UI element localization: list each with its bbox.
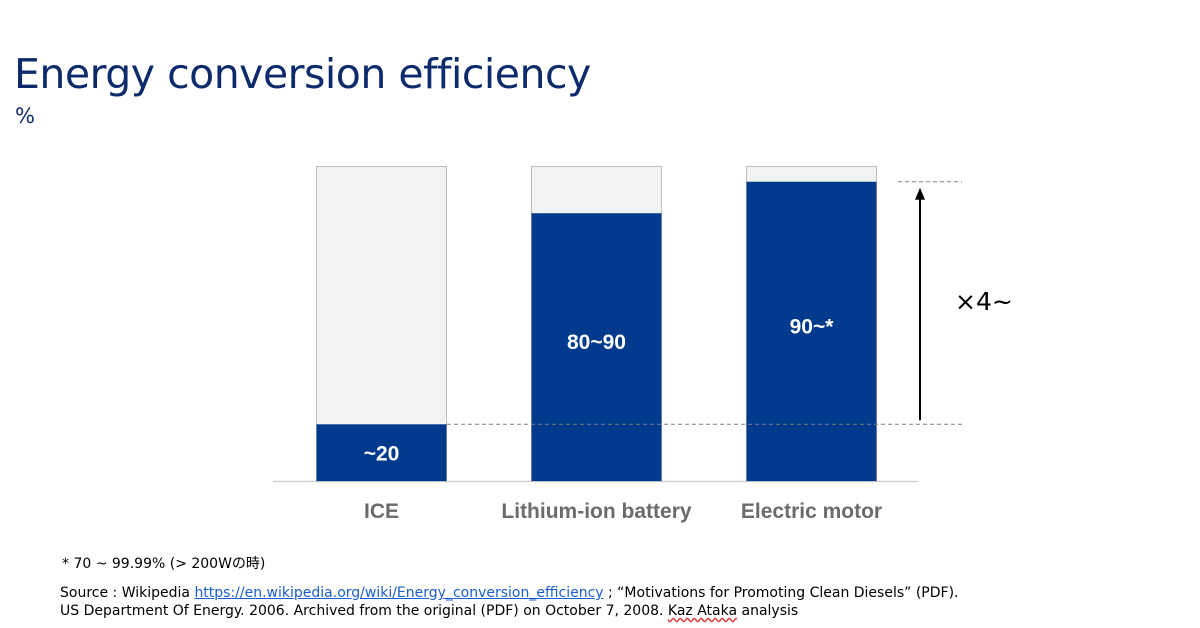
bar-value-label: 80~90 (567, 331, 626, 354)
source-note: Source : Wikipedia https://en.wikipedia.… (60, 584, 959, 620)
source-line-1: Source : Wikipedia https://en.wikipedia.… (60, 584, 959, 602)
source-link[interactable]: https://en.wikipedia.org/wiki/Energy_con… (194, 585, 604, 601)
bar-efficiency (316, 424, 447, 481)
bar-efficiency (746, 181, 877, 481)
unit-label: % (15, 104, 35, 128)
bar-value-label: 90~* (790, 315, 835, 338)
category-label: Electric motor (741, 500, 882, 523)
page-title: Energy conversion efficiency (14, 50, 591, 98)
category-label: Lithium-ion battery (501, 500, 691, 523)
multiplier-annotation: ×4~ (955, 287, 1013, 316)
bar-value-label: ~20 (364, 443, 400, 466)
multiplier-arrow-head (915, 187, 925, 200)
footnote: * 70 ~ 99.99% (> 200Wの時) (62, 556, 266, 572)
source-after-link: ; “Motivations for Promoting Clean Diese… (603, 585, 959, 601)
source-prefix: Source : Wikipedia (60, 585, 195, 601)
source-line2-end: analysis (737, 603, 799, 619)
category-label: ICE (364, 500, 399, 523)
source-author: Kaz Ataka (667, 603, 738, 619)
source-line2-main: US Department Of Energy. 2006. Archived … (60, 603, 668, 619)
source-line-2: US Department Of Energy. 2006. Archived … (60, 602, 959, 620)
bar-efficiency (531, 213, 662, 481)
